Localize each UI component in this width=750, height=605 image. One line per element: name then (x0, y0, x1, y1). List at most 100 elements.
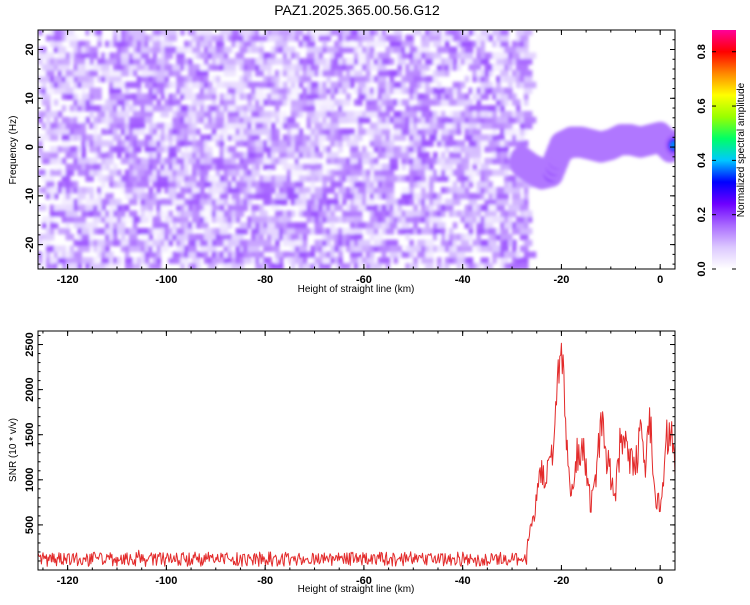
spectrogram-cell (81, 163, 87, 171)
spectrogram-cell (310, 257, 316, 264)
spectrogram-cell (512, 128, 517, 135)
spectrogram-cell (251, 228, 264, 235)
spectrogram-cell (81, 146, 87, 153)
spectrogram-cell (523, 87, 533, 95)
spectrogram-cell (164, 187, 169, 194)
spectrogram-cell (101, 140, 114, 147)
spectrogram-cell (207, 46, 217, 54)
y-tick-label: 1500 (24, 422, 36, 446)
spectrogram-cell (346, 58, 359, 65)
spectrogram-cell (314, 122, 327, 130)
spectrogram-cell (464, 146, 474, 153)
spectrogram-cell (61, 140, 71, 147)
spectrogram-cell (124, 192, 134, 200)
spectrogram-cell (136, 146, 142, 153)
spectrogram-cell (85, 222, 98, 229)
spectrogram-cell (373, 239, 387, 247)
spectrogram-cell (160, 140, 166, 147)
spectrogram-cell (152, 34, 162, 42)
spectrogram-cell (357, 204, 371, 212)
spectrogram-cell (322, 239, 327, 247)
spectrogram-cell (330, 228, 343, 235)
spectrogram-cell (223, 46, 233, 54)
spectrogram-cell (298, 245, 308, 253)
spectrogram-cell (120, 69, 130, 77)
spectrogram-cell (176, 146, 181, 153)
spectrogram-cell (377, 87, 391, 95)
spectrogram-cell (196, 151, 201, 159)
spectrogram-cell (278, 122, 284, 130)
spectrogram-cell (219, 187, 225, 194)
spectrogram-cell (468, 257, 474, 264)
spectrogram-cell (456, 263, 462, 269)
spectrogram-cell (172, 81, 177, 89)
spectrogram-cell (282, 134, 288, 141)
spectrogram-cell (302, 257, 308, 264)
spectrogram-cell (409, 198, 414, 206)
spectrogram-cell (38, 134, 47, 141)
spectrogram-cell (286, 93, 292, 100)
spectrogram-cell (203, 87, 209, 95)
spectrogram-cell (93, 163, 98, 171)
spectrogram-cell (235, 181, 245, 188)
spectrogram-cell (282, 163, 296, 171)
spectrogram-cell (294, 52, 300, 59)
spectrogram-cell (235, 52, 245, 59)
spectrogram-cell (120, 210, 126, 217)
spectrogram-cell (164, 75, 169, 83)
spectrogram-cell (492, 169, 505, 176)
spectrogram-cell (381, 58, 391, 65)
spectrogram-cell (523, 187, 529, 194)
spectrogram-cell (440, 210, 446, 217)
spectrogram-cell (310, 81, 320, 89)
spectrogram-cell (278, 46, 284, 54)
spectrogram-cell (294, 99, 304, 106)
spectrogram-cell (282, 222, 288, 229)
spectrogram-cell (492, 128, 497, 135)
spectrogram-cell (508, 204, 513, 212)
spectrogram-cell (140, 52, 150, 59)
spectrogram-cell (496, 204, 505, 212)
spectrogram-cell (468, 64, 482, 71)
spectrogram-cell (140, 239, 146, 247)
spectrogram-cell (330, 105, 335, 112)
spectrogram-cell (117, 105, 122, 112)
spectrogram-cell (365, 222, 375, 229)
spectrogram-cell (263, 187, 276, 194)
spectrogram-cell (381, 128, 391, 135)
spectrogram-cell (401, 192, 414, 200)
spectrogram-cell (81, 87, 87, 95)
spectrogram-cell (109, 69, 122, 77)
spectrogram-cell (144, 169, 154, 176)
spectrogram-cell (199, 239, 209, 247)
spectrogram-cell (85, 175, 94, 182)
spectrogram-cell (144, 69, 150, 77)
spectrogram-cell (180, 116, 185, 124)
spectrogram-cell (196, 40, 201, 48)
spectrogram-cell (219, 30, 233, 36)
spectrogram-cell (113, 146, 122, 153)
spectrogram-cell (476, 99, 482, 106)
spectrogram-cell (310, 64, 316, 71)
spectrogram-cell (354, 175, 359, 182)
spectrogram-cell (124, 187, 134, 194)
spectrogram-cell (207, 257, 213, 264)
spectrogram-cell (519, 245, 529, 253)
spectrogram-cell (136, 87, 142, 95)
spectrogram-cell (342, 198, 347, 206)
spectrogram-cell (381, 163, 391, 171)
spectrogram-cell (476, 116, 482, 124)
spectrogram-cell (365, 69, 371, 77)
spectrogram-cell (298, 251, 308, 258)
spectrogram-cell (188, 233, 201, 241)
spectrogram-cell (192, 105, 197, 112)
spectrogram-cell (203, 233, 217, 241)
spectrogram-cell (109, 75, 122, 83)
spectrogram-cell (192, 187, 205, 194)
spectrogram-cell (176, 175, 189, 182)
spectrogram-cell (330, 187, 335, 194)
spectrogram-cell (523, 81, 537, 89)
spectrogram-cell (504, 187, 517, 194)
spectrogram-cell (369, 46, 375, 54)
spectrogram-cell (203, 163, 217, 171)
